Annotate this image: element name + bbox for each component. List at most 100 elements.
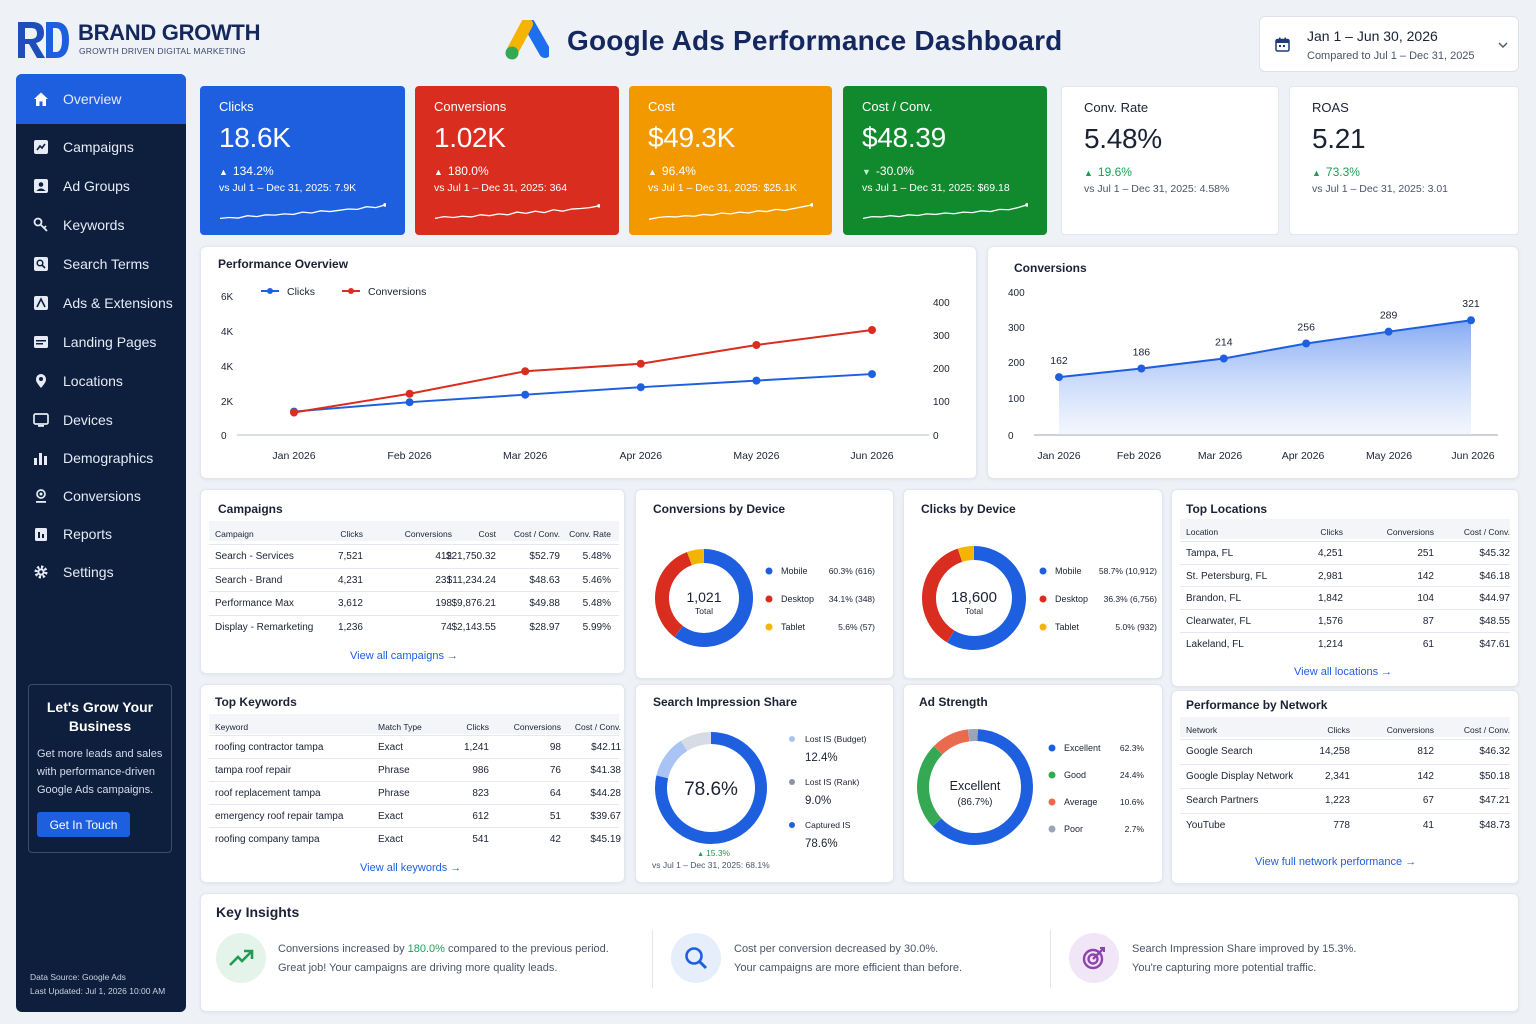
- column-header[interactable]: Conversions: [1386, 527, 1434, 537]
- column-header[interactable]: Location: [1186, 527, 1219, 537]
- get-in-touch-button[interactable]: Get In Touch: [37, 812, 130, 837]
- data-point[interactable]: [290, 408, 298, 417]
- donut-slice-tablet[interactable]: [687, 549, 705, 566]
- table-row[interactable]: [209, 827, 619, 850]
- sidebar-item-settings[interactable]: Settings: [16, 553, 186, 591]
- view-all-keywords-link[interactable]: View all keywords →: [360, 862, 461, 874]
- donut-slice-good[interactable]: [917, 746, 943, 827]
- table-row[interactable]: [1180, 739, 1510, 764]
- donut-slice-mobile[interactable]: [674, 549, 753, 647]
- data-point[interactable]: [1467, 316, 1475, 325]
- column-header[interactable]: Clicks: [340, 529, 363, 539]
- sidebar-item-demographics[interactable]: Demographics: [16, 439, 186, 477]
- sidebar-item-campaigns[interactable]: Campaigns: [16, 128, 186, 166]
- data-point[interactable]: [868, 370, 876, 379]
- table-row[interactable]: [209, 567, 619, 592]
- column-header[interactable]: Conversions: [404, 529, 452, 539]
- table-row[interactable]: [1180, 631, 1510, 655]
- sidebar-item-keywords[interactable]: Keywords: [16, 206, 186, 244]
- table-row[interactable]: [1180, 763, 1510, 789]
- data-point[interactable]: [521, 367, 530, 376]
- sidebar-item-reports[interactable]: Reports: [16, 515, 186, 553]
- donut-slice-captured-is[interactable]: [655, 732, 767, 844]
- data-point[interactable]: [752, 376, 761, 385]
- column-header[interactable]: Conversions: [1386, 725, 1434, 735]
- data-point[interactable]: [521, 390, 530, 399]
- table-row[interactable]: [209, 781, 619, 804]
- kpi-card-cost[interactable]: Cost $49.3K ▲ 96.4% vs Jul 1 – Dec 31, 2025:…: [629, 86, 832, 235]
- table-row[interactable]: [1180, 586, 1510, 609]
- legend-item: Captured IS 78.6%: [789, 820, 851, 850]
- column-header[interactable]: Cost / Conv.: [1463, 725, 1510, 735]
- column-header[interactable]: Conv. Rate: [569, 529, 611, 539]
- column-header[interactable]: Clicks: [466, 722, 489, 732]
- donut-slice-mobile[interactable]: [947, 546, 1026, 650]
- column-header[interactable]: Clicks: [1320, 527, 1343, 537]
- kpi-card-roas[interactable]: ROAS 5.21 ▲ 73.3% vs Jul 1 – Dec 31, 2025: 3…: [1289, 86, 1519, 235]
- table-row[interactable]: [1180, 541, 1510, 564]
- kpi-card-conversions[interactable]: Conversions 1.02K ▲ 180.0% vs Jul 1 – Dec 31…: [415, 86, 619, 235]
- kpi-card-clicks[interactable]: Clicks 18.6K ▲ 134.2% vs Jul 1 – Dec 31, 202…: [200, 86, 405, 235]
- table-row[interactable]: [1180, 563, 1510, 587]
- kpi-change: ▼ -30.0%: [862, 164, 914, 178]
- data-point[interactable]: [405, 389, 414, 398]
- table-row[interactable]: [1180, 788, 1510, 813]
- legend-item: Desktop 36.3% (6,756): [1039, 594, 1157, 604]
- sidebar-item-overview[interactable]: Overview: [16, 74, 186, 124]
- column-header[interactable]: Keyword: [215, 722, 249, 732]
- donut-slice-desktop[interactable]: [922, 548, 963, 643]
- column-header[interactable]: Clicks: [1327, 725, 1350, 735]
- column-header[interactable]: Campaign: [215, 529, 254, 539]
- data-point[interactable]: [752, 341, 761, 349]
- sidebar-item-devices[interactable]: Devices: [16, 401, 186, 439]
- table-row[interactable]: [209, 614, 619, 639]
- card-title: Search Impression Share: [653, 695, 798, 709]
- table-row[interactable]: [209, 758, 619, 781]
- view-network-performance-link[interactable]: View full network performance →: [1255, 856, 1416, 868]
- legend-item: Good 24.4%: [1048, 770, 1144, 780]
- table-row[interactable]: [209, 735, 619, 758]
- donut-slice-tablet[interactable]: [957, 546, 975, 562]
- view-all-campaigns-link[interactable]: View all campaigns →: [350, 650, 458, 662]
- column-header[interactable]: Cost / Conv.: [513, 529, 560, 539]
- donut-slice-desktop[interactable]: [655, 552, 693, 638]
- data-point[interactable]: [636, 383, 645, 392]
- data-point[interactable]: [1137, 364, 1146, 373]
- sidebar-item-conversions[interactable]: Conversions: [16, 477, 186, 515]
- data-point[interactable]: [405, 398, 414, 407]
- table-row[interactable]: [1180, 609, 1510, 632]
- table-row[interactable]: [209, 591, 619, 615]
- y-tick: 200: [1008, 358, 1025, 369]
- table-row[interactable]: [209, 544, 619, 568]
- kpi-card-conv-rate[interactable]: Conv. Rate 5.48% ▲ 19.6% vs Jul 1 – Dec 31, …: [1061, 86, 1279, 235]
- data-point[interactable]: [636, 359, 645, 368]
- column-header[interactable]: Cost / Conv.: [574, 722, 621, 732]
- view-all-locations-link[interactable]: View all locations →: [1294, 666, 1392, 678]
- column-header[interactable]: Match Type: [378, 722, 422, 732]
- sidebar-item-landing-pages[interactable]: Landing Pages: [16, 323, 186, 361]
- data-point[interactable]: [1384, 327, 1393, 336]
- legend-item: Tablet 5.0% (932): [1039, 622, 1157, 632]
- table-row[interactable]: [209, 804, 619, 827]
- donut-slice-excellent[interactable]: [932, 729, 1033, 845]
- data-point[interactable]: [1219, 354, 1228, 363]
- column-header[interactable]: Cost: [478, 529, 496, 539]
- column-header[interactable]: Network: [1186, 725, 1218, 735]
- column-header[interactable]: Cost / Conv.: [1463, 527, 1510, 537]
- kpi-card-cost-conv[interactable]: Cost / Conv. $48.39 ▼ -30.0% vs Jul 1 – Dec …: [843, 86, 1047, 235]
- donut-slice-average[interactable]: [933, 729, 970, 755]
- table-row[interactable]: [1180, 812, 1510, 838]
- data-point[interactable]: [1302, 339, 1311, 348]
- sidebar-item-ad-groups[interactable]: Ad Groups: [16, 167, 186, 205]
- sidebar-item-locations[interactable]: Locations: [16, 362, 186, 400]
- data-point[interactable]: [868, 326, 876, 334]
- sidebar-item-search-terms[interactable]: Search Terms: [16, 245, 186, 283]
- column-header[interactable]: Conversions: [513, 722, 561, 732]
- donut-slice-lost-is-rank[interactable]: [680, 732, 712, 752]
- sidebar-item-ads-extensions[interactable]: Ads & Extensions: [16, 284, 186, 322]
- kpi-change: ▲ 134.2%: [219, 164, 274, 178]
- data-point[interactable]: [1055, 373, 1063, 382]
- date-range-picker[interactable]: Jan 1 – Jun 30, 2026 Compared to Jul 1 –…: [1259, 16, 1519, 72]
- donut-slice-lost-is-budget[interactable]: [656, 740, 688, 779]
- table-cell: Search - Brand: [215, 574, 283, 586]
